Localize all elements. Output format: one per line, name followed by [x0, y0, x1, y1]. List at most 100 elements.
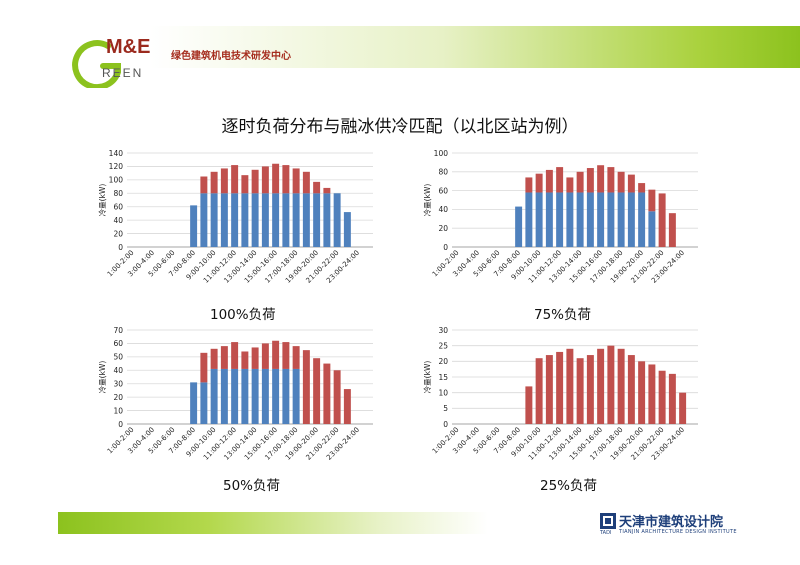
y-tick-label: 70 [113, 326, 123, 335]
page-title: 逐时负荷分布与融冰供冷匹配（以北区站为例） [221, 117, 579, 137]
header-org-name: 绿色建筑机电技术研发中心 [171, 51, 291, 62]
y-axis-label: 冷量(kW) [422, 361, 432, 394]
bar-series-1 [556, 167, 564, 193]
bar-series-1 [576, 171, 584, 193]
bar-series-1 [658, 193, 666, 247]
y-tick-label: 140 [109, 149, 124, 158]
bar-series-1 [323, 363, 331, 424]
bar-series-1 [648, 364, 656, 424]
bar-series-1 [272, 163, 280, 194]
y-axis-label: 冷量(kW) [97, 361, 107, 394]
bar-series-1 [535, 173, 543, 193]
bar-series-1 [292, 168, 300, 194]
bar-series-0 [210, 368, 218, 424]
y-tick-label: 30 [113, 380, 123, 389]
caption-50-percent: 50%负荷 [223, 478, 281, 494]
bar-series-0 [648, 211, 656, 247]
bar-series-1 [282, 165, 290, 194]
tadi-logo-icon [600, 513, 616, 529]
y-tick-label: 5 [443, 404, 448, 413]
y-tick-label: 50 [113, 353, 123, 362]
bar-series-1 [261, 343, 269, 369]
bar-series-1 [210, 171, 218, 194]
bar-series-0 [556, 192, 564, 247]
bar-series-1 [545, 169, 553, 193]
footer-abbr: TADI [600, 530, 612, 536]
bar-series-0 [313, 193, 321, 247]
bar-series-1 [241, 175, 249, 194]
bar-series-1 [323, 187, 331, 194]
chart-50-percent-load: 010203040506070冷量(kW)1:00-2:003:00-4:005… [97, 326, 373, 462]
logo-green-text: REEN [102, 66, 144, 80]
bar-series-1 [597, 348, 605, 424]
bar-series-0 [272, 193, 280, 247]
bar-series-1 [200, 176, 208, 194]
y-tick-label: 40 [113, 216, 123, 225]
bar-series-1 [231, 342, 239, 369]
bar-series-1 [576, 358, 584, 424]
y-tick-label: 20 [113, 229, 123, 238]
header-band [150, 26, 800, 68]
bar-series-0 [190, 382, 198, 424]
bar-series-1 [231, 165, 239, 194]
y-tick-label: 100 [109, 176, 124, 185]
bar-series-1 [261, 166, 269, 194]
y-tick-label: 25 [438, 341, 448, 350]
y-tick-label: 30 [438, 326, 448, 335]
bar-series-1 [210, 348, 218, 369]
bar-series-0 [292, 193, 300, 247]
bar-series-0 [627, 192, 635, 247]
chart-75-percent-load: 020406080100冷量(kW)1:00-2:003:00-4:005:00… [422, 149, 698, 285]
bar-series-1 [627, 174, 635, 193]
bar-series-1 [556, 351, 564, 424]
bar-series-0 [251, 193, 259, 247]
bar-series-1 [313, 358, 321, 424]
bar-series-1 [525, 177, 533, 193]
bar-series-1 [292, 346, 300, 369]
bar-series-0 [302, 193, 310, 247]
y-tick-label: 20 [438, 224, 448, 233]
bar-series-1 [617, 171, 625, 193]
y-tick-label: 10 [113, 406, 123, 415]
bar-series-0 [210, 193, 218, 247]
bar-series-0 [323, 193, 331, 247]
y-tick-label: 15 [438, 373, 448, 382]
bar-series-1 [607, 345, 615, 424]
bar-series-1 [627, 355, 635, 424]
bar-series-1 [648, 189, 656, 212]
bar-series-0 [200, 193, 208, 247]
bar-series-1 [313, 181, 321, 194]
y-tick-label: 20 [438, 357, 448, 366]
bar-series-1 [566, 177, 574, 193]
bar-series-1 [617, 348, 625, 424]
bar-series-1 [607, 167, 615, 193]
bar-series-1 [302, 171, 310, 194]
y-tick-label: 80 [113, 189, 123, 198]
bar-series-0 [333, 193, 341, 247]
y-tick-label: 0 [118, 243, 123, 252]
y-tick-label: 40 [113, 366, 123, 375]
y-tick-label: 0 [443, 243, 448, 252]
bar-series-1 [535, 358, 543, 424]
footer-org-name: 天津市建筑设计院 [619, 515, 724, 530]
bar-series-0 [343, 212, 351, 247]
bar-series-1 [638, 361, 646, 424]
y-tick-label: 120 [109, 162, 124, 171]
bar-series-0 [231, 193, 239, 247]
bar-series-0 [566, 192, 574, 247]
bar-series-1 [638, 183, 646, 193]
bar-series-1 [251, 169, 259, 194]
bar-series-0 [190, 205, 198, 247]
y-axis-label: 冷量(kW) [97, 184, 107, 217]
bar-series-0 [525, 192, 533, 247]
caption-75-percent: 75%负荷 [534, 307, 592, 323]
chart-100-percent-load: 020406080100120140冷量(kW)1:00-2:003:00-4:… [97, 149, 373, 285]
green-g-logo-icon [72, 40, 121, 88]
y-tick-label: 100 [434, 149, 449, 158]
bar-series-0 [607, 192, 615, 247]
bar-series-1 [220, 346, 228, 369]
bar-series-0 [251, 368, 259, 424]
bar-series-1 [679, 392, 687, 424]
bar-series-0 [638, 192, 646, 247]
bar-series-1 [586, 355, 594, 424]
